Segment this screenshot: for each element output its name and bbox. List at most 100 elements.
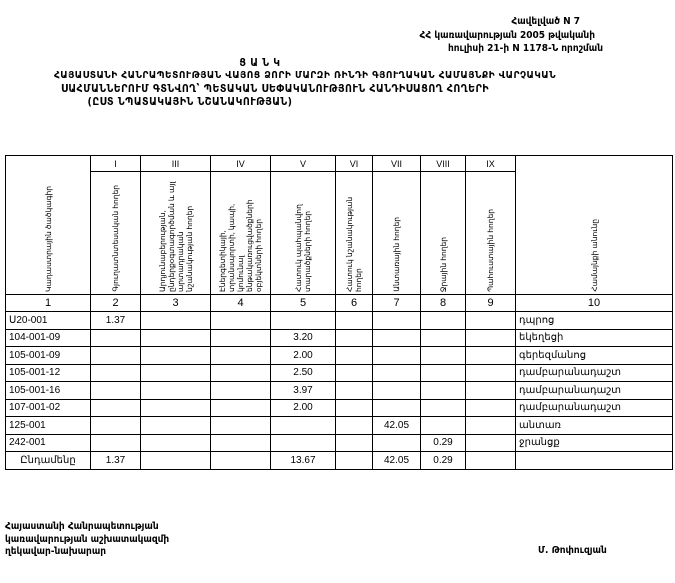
table-cell: 2.50 [270,363,336,382]
table-cell [90,433,141,452]
column-number: 1 [5,294,91,312]
table-cell [372,346,421,365]
table-cell [140,416,211,435]
total-cell [335,451,373,470]
header-cell: Պահուստային հողեր [465,171,516,295]
table-cell [335,311,373,330]
table-cell: 42.05 [372,416,421,435]
column-number: 5 [270,294,336,312]
header-cell: Հատուկ պահպանվող տարածքների հողեր [270,171,336,295]
table-cell [465,416,516,435]
column-number: 8 [420,294,466,312]
roman-header-row: Կադաստրային ծածկագիր I III IV V VI VII VIII IX Հա… [5,155,673,295]
table-cell [335,363,373,382]
table-cell [270,416,336,435]
table-cell [420,381,466,400]
table-cell: եկեղեցի [515,328,673,347]
table-cell [210,398,271,417]
table-cell [465,328,516,347]
table-cell [420,416,466,435]
table-row: 104-001-09 3.20 եկեղեցի [5,328,673,347]
roman-numeral: I [90,155,141,172]
annex-line2: ՀՀ կառավարության 2005 թվականի [419,30,596,41]
header-cell: Անտառային հողեր [372,171,421,295]
table-cell [335,346,373,365]
table-cell [210,346,271,365]
header-text: Հատուկ նշանակության հողեր [345,196,363,292]
header-cell: Հատուկ նշանակության հողեր [335,171,373,295]
table-cell [335,328,373,347]
column-number: 10 [515,294,673,312]
footer-line3: ղեկավար-նախարար [5,546,107,557]
table-cell: 105-001-16 [5,381,91,400]
table-cell [465,346,516,365]
roman-numeral: V [270,155,336,172]
header-cell: Համայնքի անունը [515,155,673,295]
total-cell: 0.29 [420,451,466,470]
table-cell: ջրանցք [515,433,673,452]
header-cell: Կադաստրային ծածկագիր [5,155,91,295]
column-number: 2 [90,294,141,312]
table-cell: 105-001-09 [5,346,91,365]
title-line3: (ԸՍՏ ՆՊԱՏԱԿԱՅԻՆ ՆՇԱՆԱԿՈՒԹՅԱՆ) [87,96,293,108]
table-cell: 2.00 [270,346,336,365]
header-text: Արդյունաբերության, ընդերքօգտագործման և ա… [157,181,194,292]
table-cell [420,363,466,382]
total-cell: 13.67 [270,451,336,470]
table-cell [465,381,516,400]
table-cell: 1.37 [90,311,141,330]
roman-numeral: IX [465,155,516,172]
table-cell [465,363,516,382]
table-cell [335,433,373,452]
table-cell [335,416,373,435]
header-cell: Գյուղատնտեսական հողեր [90,171,141,295]
table-cell [140,311,211,330]
table-cell [372,311,421,330]
table-cell: 2.00 [270,398,336,417]
header-text: Անտառային հողեր [392,217,401,292]
table-cell: 3.20 [270,328,336,347]
table-cell: 125-001 [5,416,91,435]
table-cell: 3.97 [270,381,336,400]
header-cell: Էներգետիկայի, տրանսպորտի, կապի, կոմունալ… [210,171,271,295]
table-cell [372,398,421,417]
table-cell [420,346,466,365]
column-number: 9 [465,294,516,312]
total-cell [140,451,211,470]
table-cell: դամբարանադաշտ [515,381,673,400]
table-cell [420,328,466,347]
header-text: Կադաստրային ծածկագիր [43,186,53,292]
table-cell [140,363,211,382]
table-cell [210,363,271,382]
roman-numeral: III [140,155,211,172]
footer-line1: Հայաստանի Հանրապետության [5,521,159,532]
table-row: Ս20-001 1.37 դպրոց [5,311,673,330]
column-number: 7 [372,294,421,312]
column-number: 6 [335,294,373,312]
column-number: 3 [140,294,211,312]
table-cell [372,363,421,382]
table-cell [90,346,141,365]
table-cell: 107-001-02 [5,398,91,417]
table-cell: գերեզմանոց [515,346,673,365]
table-cell [372,433,421,452]
table-cell: 242-001 [5,433,91,452]
total-cell: 42.05 [372,451,421,470]
annex-line1: Հավելված N 7 [511,16,580,27]
table-cell [465,398,516,417]
table-cell [372,328,421,347]
header-cell: Ջրային հողեր [420,171,466,295]
header-text: Պահուստային հողեր [486,209,495,292]
table-row: 105-001-09 2.00 գերեզմանոց [5,346,673,365]
table-row: 105-001-12 2.50 դամբարանադաշտ [5,363,673,382]
roman-numeral: IV [210,155,271,172]
header-text: Էներգետիկայի, տրանսպորտի, կապի, կոմունալ… [218,199,263,292]
table-cell: դպրոց [515,311,673,330]
table-cell [90,398,141,417]
header-text: Ջրային հողեր [438,236,448,292]
table-cell [140,381,211,400]
title-line2: ՍԱՀՄԱՆՆԵՐՈՒՄ ԳՏՆՎՈՂ՝ ՊԵՏԱԿԱՆ ՍԵՓԱԿԱՆՈՒԹՅ… [60,83,490,95]
table-cell [372,381,421,400]
table-cell [90,328,141,347]
table-cell [140,346,211,365]
